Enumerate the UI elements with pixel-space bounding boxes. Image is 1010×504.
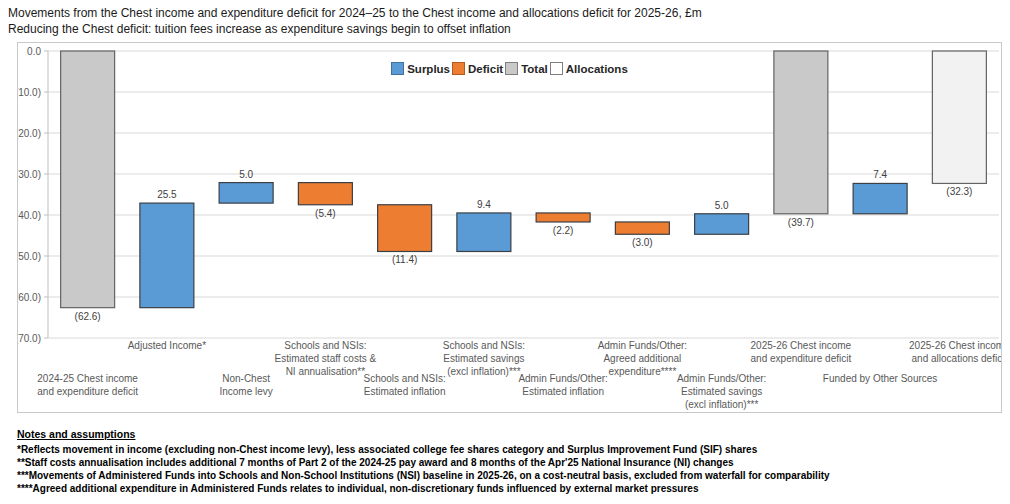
bar-value-label: 5.0 <box>239 169 253 180</box>
legend-swatch-deficit <box>452 62 465 75</box>
y-tick-label: (60.0) <box>18 292 41 303</box>
legend-swatch-allocations <box>550 62 563 75</box>
y-tick-label: 0.0 <box>27 46 41 57</box>
category-label: and expenditure deficit <box>37 386 138 397</box>
notes-block: Notes and assumptions *Reflects movement… <box>17 428 830 495</box>
bar-value-label: (3.0) <box>632 237 653 248</box>
category-label: Estimated inflation <box>364 386 446 397</box>
bar-value-label: (5.4) <box>315 208 336 219</box>
legend-label: Allocations <box>566 63 628 75</box>
y-tick-label: (50.0) <box>18 251 41 262</box>
legend-item-deficit: Deficit <box>452 62 503 75</box>
y-tick-label: (30.0) <box>18 169 41 180</box>
category-label: Funded by Other Sources <box>823 373 938 384</box>
bar-2024-25-chest-deficit <box>61 51 115 308</box>
bar-admin-agreed-expenditure <box>615 222 669 234</box>
bar-value-label: 9.4 <box>477 199 491 210</box>
bar-admin-inflation <box>536 213 590 222</box>
bar-value-label: 7.4 <box>873 169 887 180</box>
category-label: and allocations deficit <box>912 353 1001 364</box>
legend-item-allocations: Allocations <box>550 62 628 75</box>
y-tick-label: (70.0) <box>18 333 41 344</box>
category-label: Agreed additional <box>603 353 681 364</box>
bar-non-chest-income-levy <box>219 183 273 204</box>
bar-value-label: (2.2) <box>553 225 574 236</box>
y-tick-label: (40.0) <box>18 210 41 221</box>
category-label: Admin Funds/Other: <box>677 373 766 384</box>
note-line: ****Agreed additional expenditure in Adm… <box>17 482 830 495</box>
legend-swatch-surplus <box>391 62 404 75</box>
legend-swatch-total <box>505 62 518 75</box>
category-label: and expenditure deficit <box>751 353 852 364</box>
bar-schools-staff-costs <box>298 183 352 205</box>
legend-label: Deficit <box>468 63 503 75</box>
category-label: Admin Funds/Other: <box>518 373 607 384</box>
legend-label: Total <box>521 63 548 75</box>
bar-schools-inflation <box>378 205 432 252</box>
bar-value-label: 5.0 <box>715 200 729 211</box>
y-tick-label: (10.0) <box>18 87 41 98</box>
legend-label: Surplus <box>407 63 450 75</box>
category-label: 2025-26 Chest income <box>909 340 1001 351</box>
category-label: Admin Funds/Other: <box>598 340 687 351</box>
category-label: Estimated inflation <box>522 386 604 397</box>
bar-value-label: (39.7) <box>788 217 814 228</box>
category-label: NI annualisation** <box>286 366 366 377</box>
category-label: Estimated staff costs & <box>275 353 377 364</box>
category-label: Estimated savings <box>681 386 762 397</box>
chart-legend: Surplus Deficit Total Allocations <box>18 62 1001 75</box>
note-line: ***Movements of Administered Funds into … <box>17 469 830 482</box>
category-label: Non-Chest <box>222 373 270 384</box>
category-label: Estimated savings <box>443 353 524 364</box>
chart-title: Movements from the Chest income and expe… <box>8 5 702 21</box>
bar-admin-savings <box>695 214 749 235</box>
category-label: Adjusted Income* <box>128 340 206 351</box>
waterfall-chart-canvas: 0.0 (10.0) (20.0) (30.0) (40.0) (50.0) (60.0) (… <box>18 43 1001 412</box>
category-label: Income levy <box>219 386 272 397</box>
category-label: 2025-26 Chest income <box>751 340 852 351</box>
waterfall-chart: Surplus Deficit Total Allocations 0.0 (10.0)… <box>17 42 1002 413</box>
bar-value-label: 25.5 <box>157 189 177 200</box>
bar-value-label: (62.6) <box>75 311 101 322</box>
legend-item-total: Total <box>505 62 548 75</box>
chart-subtitle: Reducing the Chest deficit: tuition fees… <box>8 21 702 37</box>
category-label: Schools and NSIs: <box>363 373 445 384</box>
category-label: (excl inflation)*** <box>685 399 758 410</box>
category-label: (excl inflation)*** <box>447 366 520 377</box>
note-line: *Reflects movement in income (excluding … <box>17 443 830 456</box>
legend-item-surplus: Surplus <box>391 62 450 75</box>
category-label: 2024-25 Chest income <box>37 373 138 384</box>
bar-funded-by-other-sources <box>853 183 907 213</box>
category-label: Schools and NSIs: <box>443 340 525 351</box>
chart-header: Movements from the Chest income and expe… <box>8 5 702 37</box>
bar-adjusted-income <box>140 203 194 308</box>
notes-heading: Notes and assumptions <box>17 428 830 440</box>
bar-2025-26-chest-deficit <box>774 51 828 214</box>
report-page: Movements from the Chest income and expe… <box>0 0 1010 504</box>
notes-lines: *Reflects movement in income (excluding … <box>17 443 830 495</box>
bar-value-label: (32.3) <box>946 186 972 197</box>
bar-value-label: (11.4) <box>392 254 417 265</box>
bar-schools-savings <box>457 213 511 252</box>
note-line: **Staff costs annualisation includes add… <box>17 456 830 469</box>
category-label: expenditure**** <box>608 366 676 377</box>
category-label: Schools and NSIs: <box>284 340 366 351</box>
y-tick-label: (20.0) <box>18 128 41 139</box>
